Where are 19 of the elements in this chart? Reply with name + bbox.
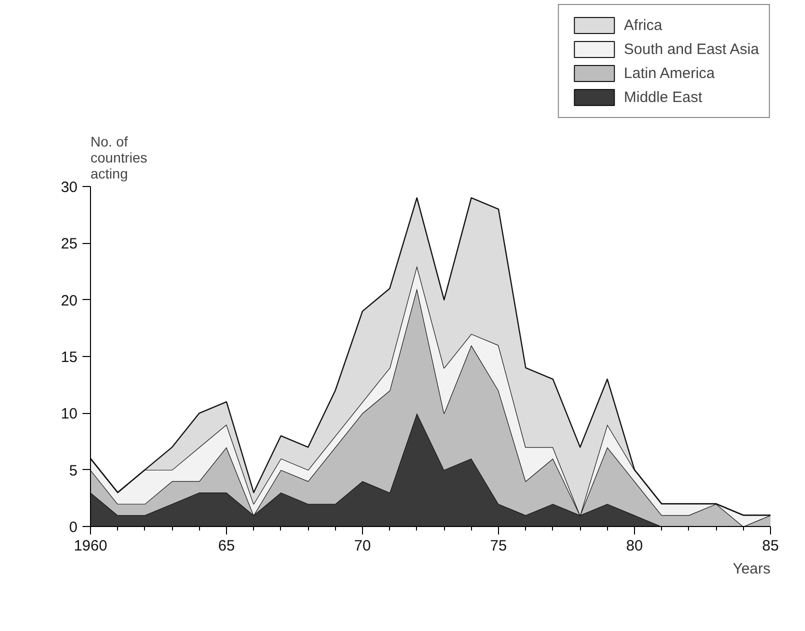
y-tick-label: 25: [60, 236, 78, 253]
x-tick-label: 65: [218, 538, 235, 554]
x-axis-title: Years: [732, 560, 771, 578]
legend-label: Middle East: [624, 88, 702, 106]
y-tick-label: 5: [69, 462, 78, 480]
y-axis-title: No. of countries acting: [90, 134, 148, 182]
legend-label: Latin America: [624, 64, 715, 82]
y-tick-label: 0: [69, 519, 78, 536]
y-tick-label: 30: [60, 179, 78, 196]
y-tick-label: 20: [60, 292, 78, 310]
y-tick-label: 10: [60, 406, 78, 423]
x-tick-label: 85: [762, 538, 779, 554]
x-tick-label: 75: [490, 538, 507, 554]
x-tick-label: 80: [626, 538, 643, 554]
x-tick-label: 70: [354, 538, 371, 554]
legend-label: Africa: [624, 16, 662, 34]
y-tick-label: 15: [60, 349, 78, 366]
legend-label: South and East Asia: [624, 40, 759, 58]
x-tick-label: 1960: [74, 538, 108, 554]
